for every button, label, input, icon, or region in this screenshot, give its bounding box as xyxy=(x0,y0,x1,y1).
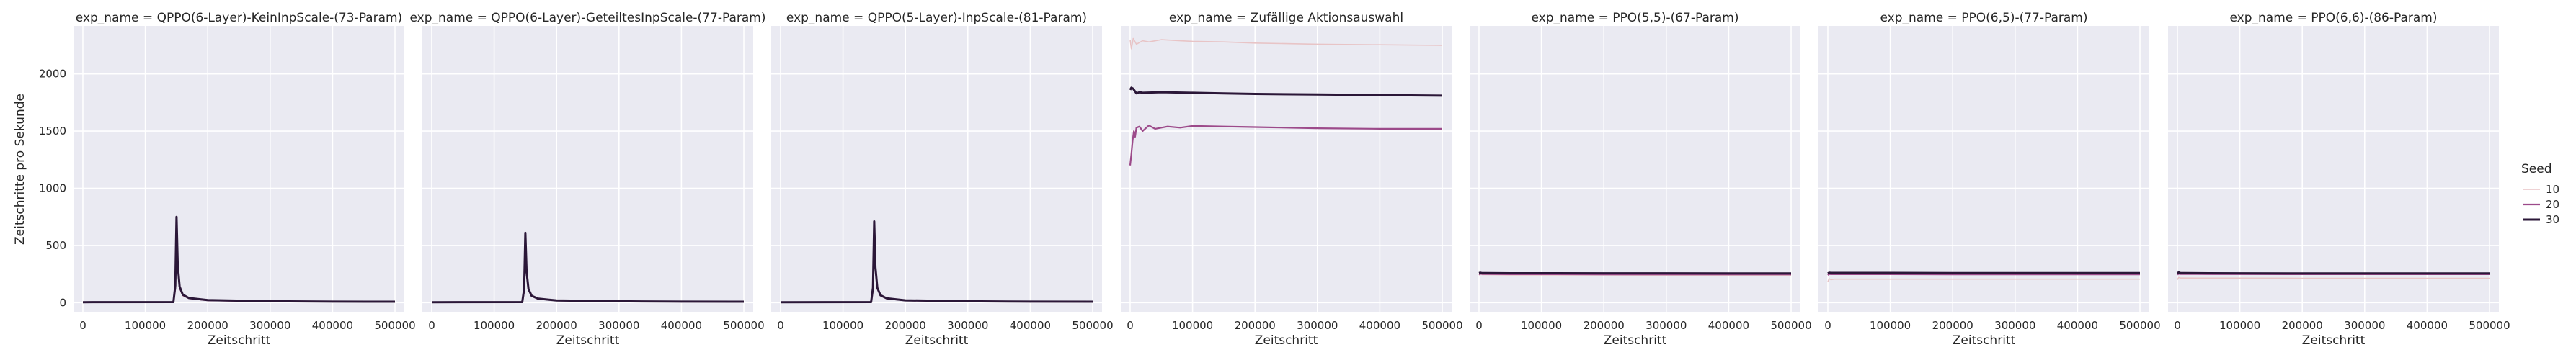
panel-title: exp_name = Zufällige Aktionsauswahl xyxy=(1169,11,1403,25)
plot-background xyxy=(1121,26,1452,312)
x-axis-label: Zeitschritt xyxy=(556,333,620,348)
x-tick-label: 300000 xyxy=(1297,319,1338,332)
x-tick-label: 500000 xyxy=(374,319,415,332)
y-tick-label: 1000 xyxy=(39,181,66,194)
x-tick-label: 400000 xyxy=(661,319,702,332)
plot-background xyxy=(1470,26,1800,312)
x-tick-label: 0 xyxy=(1824,319,1831,332)
x-tick-label: 300000 xyxy=(947,319,988,332)
panel-1: 0 100000 200000 300000 400000 500000 0 500 1000 1… xyxy=(39,11,416,348)
x-tick-label: 400000 xyxy=(312,319,353,332)
x-tick-label: 300000 xyxy=(1994,319,2035,332)
x-axis-label: Zeitschritt xyxy=(905,333,969,348)
panel-title: exp_name = QPPO(5-Layer)-InpScale-(81-Pa… xyxy=(786,11,1087,25)
series-line-30 xyxy=(431,231,745,304)
x-axis-label: Zeitschritt xyxy=(208,333,271,348)
panel-3: 0 100000 200000 300000 400000 500000 exp_name … xyxy=(771,11,1114,348)
x-tick-label: 100000 xyxy=(822,319,863,332)
x-tick-label: 0 xyxy=(1127,319,1134,332)
legend-label-20: 20 xyxy=(2546,198,2559,211)
x-tick-label: 400000 xyxy=(1359,319,1400,332)
plot-background xyxy=(422,26,753,312)
panel-title: exp_name = QPPO(6-Layer)-KeinInpScale-(7… xyxy=(76,11,402,25)
series-line-10 xyxy=(1129,37,1443,50)
legend: Seed 10 20 30 xyxy=(2521,162,2559,226)
y-axis-label: Zeitschritte pro Sekunde xyxy=(13,94,27,245)
x-tick-label: 100000 xyxy=(474,319,515,332)
x-tick-label: 0 xyxy=(777,319,784,332)
plot-background xyxy=(1818,26,2149,312)
y-tick-label: 2000 xyxy=(39,68,66,81)
x-tick-label: 200000 xyxy=(1235,319,1276,332)
x-tick-label: 100000 xyxy=(1172,319,1213,332)
x-tick-label: 500000 xyxy=(2119,319,2160,332)
x-tick-label: 100000 xyxy=(125,319,166,332)
legend-label-30: 30 xyxy=(2546,213,2559,226)
x-axis-label: Zeitschritt xyxy=(1604,333,1667,348)
x-tick-label: 400000 xyxy=(1708,319,1749,332)
series-line-30 xyxy=(780,220,1093,304)
x-tick-label: 200000 xyxy=(187,319,228,332)
x-tick-label: 300000 xyxy=(249,319,290,332)
plot-background xyxy=(74,26,404,312)
plot-background xyxy=(771,26,1102,312)
y-tick-label: 500 xyxy=(45,239,66,252)
x-tick-label: 200000 xyxy=(2282,319,2323,332)
plot-background xyxy=(2168,26,2499,312)
series-line-30 xyxy=(1478,271,1791,275)
series-line-10 xyxy=(1827,278,2140,282)
panel-4: 0 100000 200000 300000 400000 500000 exp_name … xyxy=(1121,11,1463,348)
series-line-30 xyxy=(2176,271,2490,275)
series-line-10 xyxy=(2177,276,2490,280)
series-line-20 xyxy=(1827,273,2140,276)
x-tick-label: 200000 xyxy=(1932,319,1973,332)
x-axis-label: Zeitschritt xyxy=(2302,333,2366,348)
y-tick-label: 1500 xyxy=(39,125,66,138)
x-tick-label: 0 xyxy=(79,319,86,332)
x-tick-label: 500000 xyxy=(2469,319,2510,332)
x-tick-label: 500000 xyxy=(1421,319,1462,332)
x-tick-label: 500000 xyxy=(1770,319,1811,332)
x-axis-label: Zeitschritt xyxy=(1255,333,1318,348)
x-tick-label: 300000 xyxy=(1645,319,1687,332)
x-tick-label: 100000 xyxy=(1870,319,1911,332)
series-line-20 xyxy=(1129,125,1442,166)
series-line-30 xyxy=(82,215,396,304)
x-tick-label: 100000 xyxy=(2219,319,2260,332)
panel-2: 0 100000 200000 300000 400000 500000 exp_name … xyxy=(410,11,766,348)
panel-title: exp_name = PPO(6,5)-(77-Param) xyxy=(1880,11,2088,25)
legend-label-10: 10 xyxy=(2546,183,2559,196)
panel-5: 0 100000 200000 300000 400000 500000 exp_name … xyxy=(1470,11,1812,348)
x-tick-label: 0 xyxy=(428,319,435,332)
panel-6: 0 100000 200000 300000 400000 500000 exp_name … xyxy=(1818,11,2161,348)
x-tick-label: 200000 xyxy=(885,319,926,332)
series-line-30 xyxy=(1827,271,2140,275)
x-tick-label: 200000 xyxy=(536,319,577,332)
series-line-30 xyxy=(1129,86,1443,97)
x-tick-label: 300000 xyxy=(598,319,639,332)
x-tick-label: 500000 xyxy=(723,319,764,332)
x-tick-label: 100000 xyxy=(1521,319,1562,332)
panel-title: exp_name = PPO(6,6)-(86-Param) xyxy=(2230,11,2438,25)
x-tick-label: 0 xyxy=(1475,319,1483,332)
x-tick-label: 400000 xyxy=(2407,319,2448,332)
x-axis-label: Zeitschritt xyxy=(1953,333,2016,348)
legend-title: Seed xyxy=(2521,162,2552,176)
x-tick-label: 500000 xyxy=(1072,319,1113,332)
panel-title: exp_name = PPO(5,5)-(67-Param) xyxy=(1532,11,1739,25)
panel-title: exp_name = QPPO(6-Layer)-GeteiltesInpSca… xyxy=(410,11,766,25)
y-tick-label: 0 xyxy=(59,296,66,309)
x-tick-label: 200000 xyxy=(1584,319,1625,332)
x-tick-label: 400000 xyxy=(2057,319,2098,332)
x-tick-label: 0 xyxy=(2174,319,2181,332)
x-tick-label: 300000 xyxy=(2344,319,2385,332)
panel-7: 0 100000 200000 300000 400000 500000 exp_name … xyxy=(2168,11,2510,348)
x-tick-label: 400000 xyxy=(1010,319,1051,332)
